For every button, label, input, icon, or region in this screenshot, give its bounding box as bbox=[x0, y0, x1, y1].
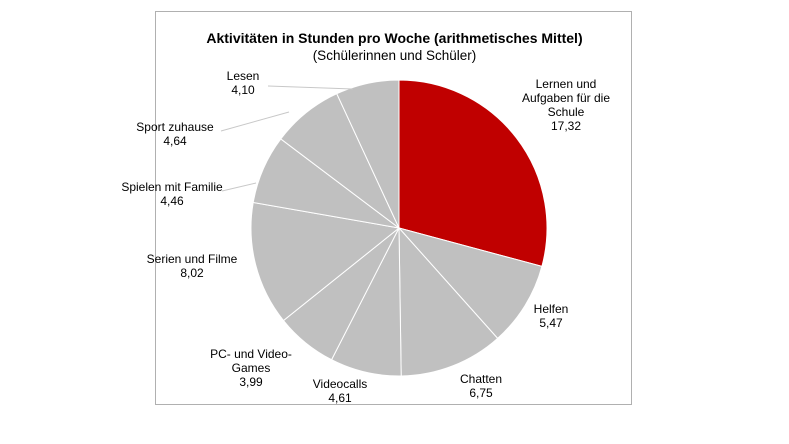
chart-title: Aktivitäten in Stunden pro Woche (arithm… bbox=[206, 30, 583, 46]
data-label: Spielen mit Familie 4,46 bbox=[121, 180, 223, 208]
data-label: Helfen 5,47 bbox=[534, 302, 569, 330]
leader-line bbox=[221, 182, 257, 192]
data-label: Chatten 6,75 bbox=[460, 372, 502, 400]
data-label: Serien und Filme 8,02 bbox=[147, 252, 238, 280]
pie-slice-helfen bbox=[397, 227, 543, 340]
pie-slice-lesen bbox=[336, 79, 400, 229]
leader-line bbox=[220, 111, 290, 132]
leader-line bbox=[267, 85, 354, 90]
data-label: Videocalls 4,61 bbox=[313, 377, 367, 405]
data-label: Lesen 4,10 bbox=[227, 69, 260, 97]
pie-slice-serien-und-filme bbox=[250, 201, 401, 322]
pie-slice-lernen-und-aufgaben-für-die-schule bbox=[398, 79, 548, 268]
data-label: Lernen und Aufgaben für die Schule 17,32 bbox=[522, 77, 610, 133]
data-label: PC- und Video-Games 3,99 bbox=[210, 347, 292, 389]
chart-subtitle: (Schülerinnen und Schüler) bbox=[312, 48, 477, 63]
pie-slice-chatten bbox=[398, 226, 499, 377]
data-label: Sport zuhause 4,64 bbox=[136, 120, 214, 148]
